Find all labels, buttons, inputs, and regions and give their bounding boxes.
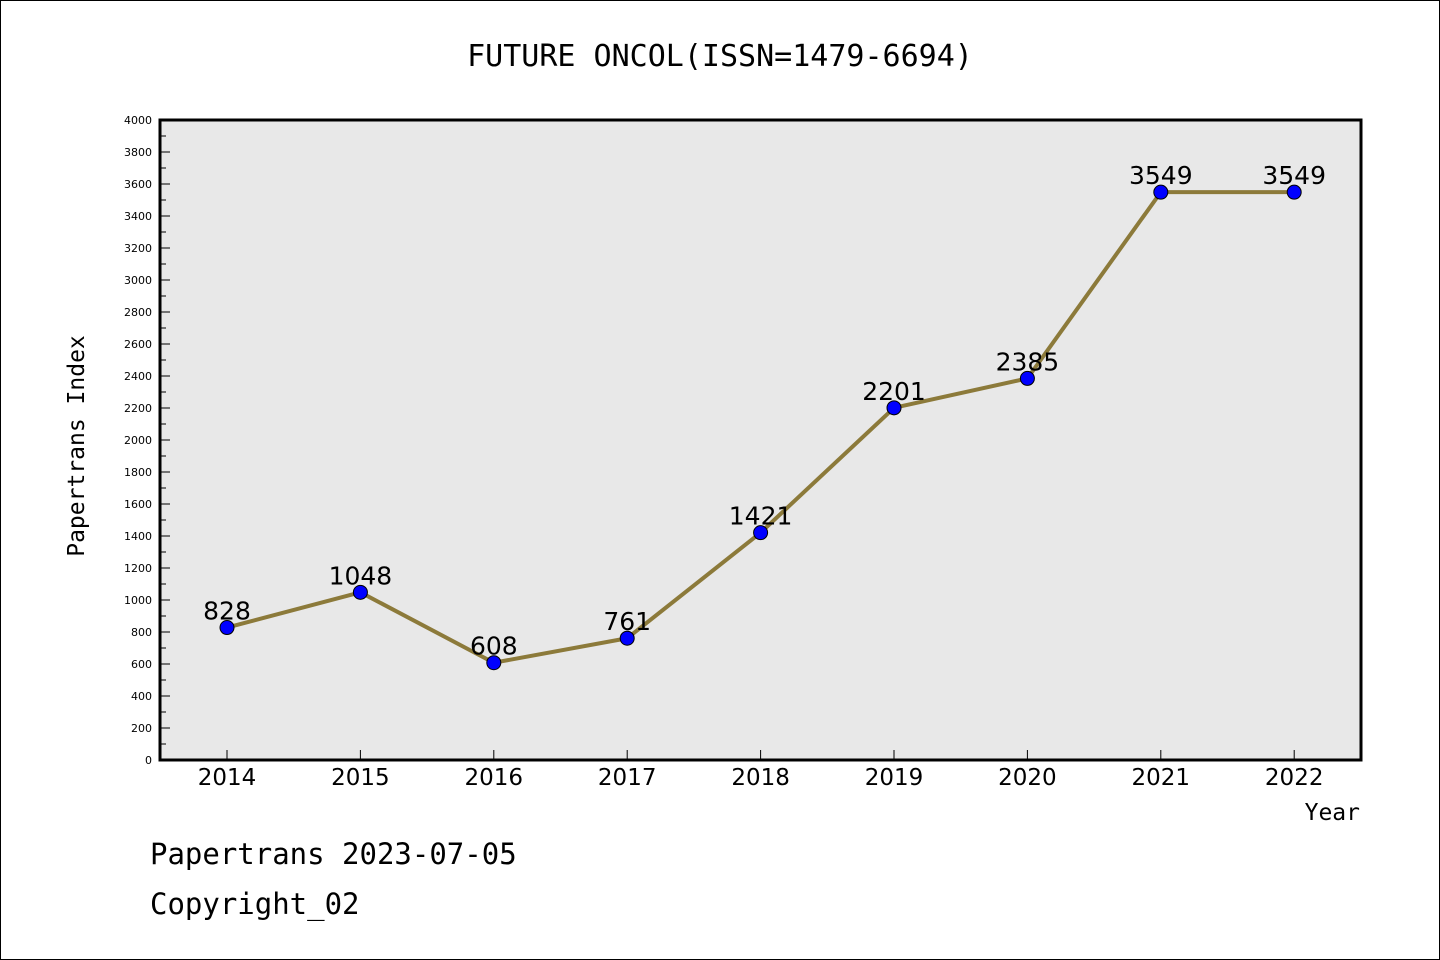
x-tick-label: 2017	[598, 765, 657, 791]
data-label: 3549	[1262, 161, 1326, 190]
y-tick-label: 1400	[124, 530, 152, 543]
plot-area	[160, 120, 1361, 760]
plot-border	[158, 118, 1363, 762]
x-tick-label: 2019	[865, 765, 924, 791]
y-tick-label: 600	[131, 658, 152, 671]
y-axis: 0 200 400 600 800 1000 1200 1400 1600 1800 2000 220…	[124, 114, 170, 767]
y-tick-label: 2000	[124, 434, 152, 447]
x-tick-label: 2018	[731, 765, 790, 791]
data-label: 3549	[1129, 161, 1193, 190]
data-label: 761	[603, 607, 651, 636]
y-tick-label: 3600	[124, 178, 152, 191]
x-tick-label: 2015	[331, 765, 390, 791]
y-tick-label: 2600	[124, 338, 152, 351]
x-tick-label: 2016	[465, 765, 524, 791]
data-point	[1153, 184, 1169, 200]
y-tick-label: 200	[131, 722, 152, 735]
data-point	[753, 525, 769, 541]
x-tick-label: 2014	[198, 765, 257, 791]
y-tick-label: 3000	[124, 274, 152, 287]
y-tick-label: 3400	[124, 210, 152, 223]
x-tick-label: 2021	[1132, 765, 1191, 791]
data-point	[619, 630, 635, 646]
y-tick-label: 1200	[124, 562, 152, 575]
y-tick-label: 1600	[124, 498, 152, 511]
series-line-group	[219, 184, 1302, 671]
data-label: 1048	[329, 561, 393, 590]
data-label: 828	[203, 597, 251, 626]
y-tick-label: 3800	[124, 146, 152, 159]
y-tick-label: 2200	[124, 402, 152, 415]
x-axis: 2014 2015 2016 2017 2018 2019 2020 2021 2022	[198, 750, 1324, 791]
y-tick-label: 2400	[124, 370, 152, 383]
data-point	[486, 655, 502, 671]
y-tick-label: 2800	[124, 306, 152, 319]
y-tick-label: 1800	[124, 466, 152, 479]
x-axis-label: Year	[1305, 800, 1360, 826]
x-tick-label: 2022	[1265, 765, 1324, 791]
y-tick-label: 3200	[124, 242, 152, 255]
data-point	[1019, 370, 1035, 386]
y-tick-label: 1000	[124, 594, 152, 607]
data-label: 2201	[862, 377, 926, 406]
x-tick-label: 2020	[998, 765, 1057, 791]
data-point	[219, 620, 235, 636]
data-label: 2385	[996, 347, 1060, 376]
data-point	[1286, 184, 1302, 200]
footer-date: Papertrans 2023-07-05	[150, 837, 517, 871]
data-labels-group: 828 1048 608 761 1421 2201 2385 3549 3549	[203, 161, 1326, 661]
y-tick-label: 800	[131, 626, 152, 639]
chart-title: FUTURE ONCOL(ISSN=1479-6694)	[467, 39, 973, 74]
y-tick-label: 0	[145, 754, 152, 767]
y-tick-label: 4000	[124, 114, 152, 127]
data-label: 1421	[729, 502, 793, 531]
data-point	[886, 400, 902, 416]
data-label: 608	[470, 632, 518, 661]
y-axis-label: Papertrans Index	[64, 335, 90, 557]
y-tick-label: 400	[131, 690, 152, 703]
footer-copyright: Copyright_02	[150, 887, 360, 922]
data-point	[352, 584, 368, 600]
